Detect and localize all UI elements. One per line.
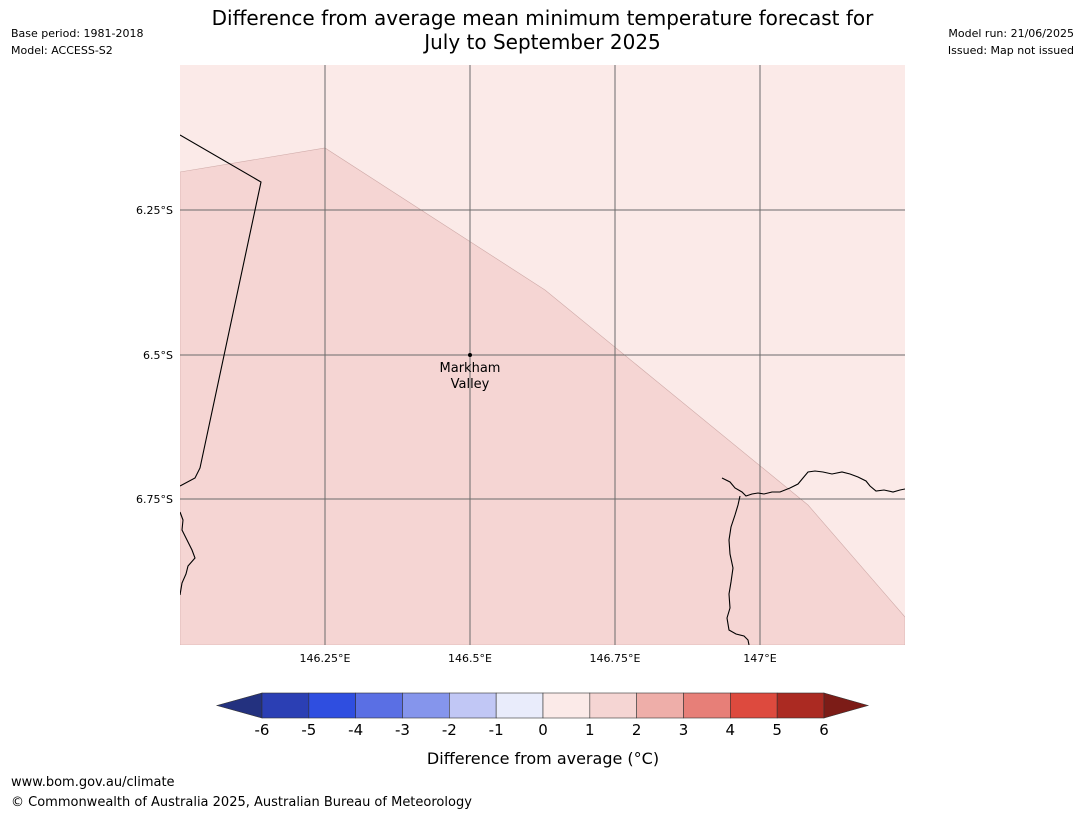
region-1-to-2 (180, 147, 905, 645)
boundaries (180, 134, 905, 645)
coastline-west (180, 511, 196, 596)
colorbar-segment (636, 692, 684, 719)
lat-label: 6.75°S (136, 493, 173, 506)
issued-text: Issued: Map not issued (947, 44, 1074, 57)
model-name-text: Model: ACCESS-S2 (11, 44, 113, 57)
title-line-2: July to September 2025 (424, 30, 661, 54)
colorbar-tick-label: -4 (348, 721, 363, 739)
colorbar-label: Difference from average (°C) (427, 749, 659, 768)
colorbar-tick-label: 6 (819, 721, 829, 739)
province-boundary-line (180, 134, 262, 487)
lat-label: 6.5°S (143, 349, 173, 362)
colorbar-tick-label: -6 (255, 721, 270, 739)
lon-label: 147°E (743, 652, 776, 665)
model-info-left: Base period: 1981-2018 Model: ACCESS-S2 (11, 25, 143, 59)
colorbar-segment (308, 692, 356, 719)
colorbar-tick-label: 2 (632, 721, 642, 739)
lon-label: 146.75°E (590, 652, 641, 665)
footer-copyright: © Commonwealth of Australia 2025, Austra… (11, 795, 472, 810)
base-period-text: Base period: 1981-2018 (11, 27, 144, 40)
colorbar-segment (449, 692, 497, 719)
colorbar-segment (355, 692, 403, 719)
colorbar-segment (589, 692, 637, 719)
colorbar-tick-label: 3 (679, 721, 689, 739)
colorbar-segment (261, 692, 310, 719)
model-info-right: Model run: 21/06/2025 Issued: Map not is… (948, 25, 1074, 59)
place-label-line-1: Markham (440, 361, 501, 376)
colorbar-arrow-high (823, 692, 870, 719)
lon-label: 146.25°E (300, 652, 351, 665)
map-area: Markham Valley (180, 65, 905, 645)
colorbar-segment (495, 692, 544, 719)
model-run-text: Model run: 21/06/2025 (948, 27, 1074, 40)
coastline-east (721, 470, 905, 497)
colorbar-tick-label: -5 (301, 721, 316, 739)
colorbar-tick-label: -1 (489, 721, 504, 739)
map-title: Difference from average mean minimum tem… (190, 6, 895, 54)
river-line (726, 495, 750, 645)
colorbar-arrow-low (215, 692, 263, 719)
place-label-line-2: Valley (451, 377, 490, 392)
lon-label: 146.5°E (448, 652, 492, 665)
colorbar: -6 -5 -4 -3 -2 -1 0 1 2 3 4 5 6 (215, 692, 870, 739)
lat-labels: 6.25°S 6.5°S 6.75°S (136, 204, 173, 506)
colorbar-segment (683, 692, 731, 719)
colorbar-tick-label: -3 (395, 721, 410, 739)
lon-labels: 146.25°E 146.5°E 146.75°E 147°E (300, 652, 777, 665)
graticule (180, 65, 905, 645)
lat-label: 6.25°S (136, 204, 173, 217)
colorbar-tick-label: 1 (585, 721, 595, 739)
colorbar-tick-label: 0 (538, 721, 548, 739)
colorbar-segment (402, 692, 450, 719)
footer-url: www.bom.gov.au/climate (11, 775, 175, 790)
markham-valley-marker (468, 353, 472, 357)
colorbar-segment (542, 692, 591, 719)
colorbar-tick-label: 4 (726, 721, 736, 739)
title-line-1: Difference from average mean minimum tem… (211, 6, 874, 30)
colorbar-tick-label: 5 (772, 721, 782, 739)
colorbar-tick-label: -2 (442, 721, 457, 739)
colorbar-segment (730, 692, 778, 719)
colorbar-segment (776, 692, 825, 719)
